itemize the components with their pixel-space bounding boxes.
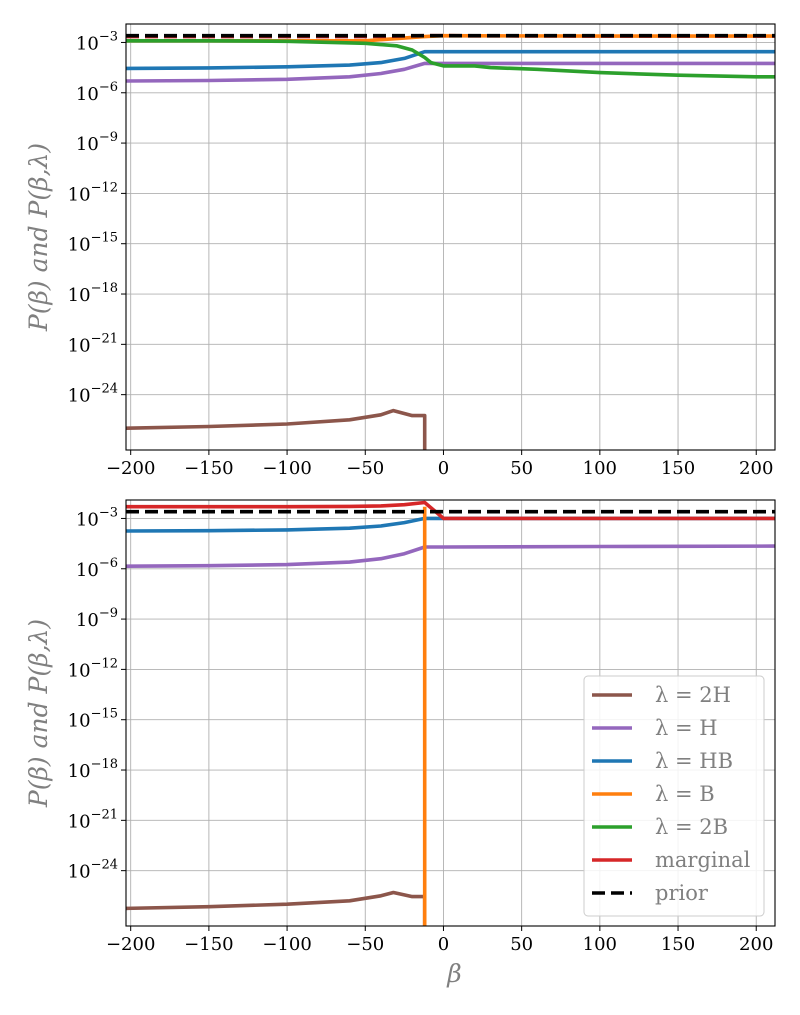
x-tick-label: −150	[184, 934, 233, 955]
series-line--h	[126, 61, 775, 83]
bottom-y-axis-label: P(β) and P(β,λ)	[24, 619, 53, 808]
y-tick-label: 10−18	[68, 281, 118, 306]
legend-label: λ = H	[655, 716, 718, 740]
bottom-series	[126, 500, 775, 926]
series-line--h	[126, 544, 775, 568]
legend-entry: λ = B	[592, 782, 715, 806]
x-tick-label: 0	[438, 934, 449, 955]
legend-entry: λ = HB	[592, 749, 733, 773]
series-line--2h	[126, 408, 427, 450]
x-tick-label: 200	[739, 934, 773, 955]
series-line--2h	[126, 890, 427, 926]
legend-label: λ = HB	[655, 749, 733, 773]
legend-entry: λ = H	[592, 716, 718, 740]
legend-label: prior	[655, 881, 709, 905]
x-tick-label: 100	[583, 458, 617, 479]
legend-entry: λ = 2B	[592, 815, 728, 839]
y-tick-label: 10−3	[76, 29, 118, 54]
series-line-marginal	[126, 500, 775, 521]
top-grid	[126, 24, 775, 450]
x-tick-label: −50	[346, 934, 384, 955]
legend-label: λ = B	[655, 782, 715, 806]
series-line--hb	[126, 49, 775, 71]
legend-label: λ = 2B	[655, 815, 728, 839]
bottom-plot: −200 −150 −100 −50 0 50 100 150 200 10−3 10−6 10−9 1…	[24, 499, 776, 988]
legend-label: marginal	[655, 848, 751, 872]
y-tick-label: 10−21	[68, 331, 118, 356]
legend-entry: marginal	[592, 848, 751, 872]
y-tick-label: 10−24	[68, 858, 118, 883]
x-tick-label: −150	[184, 458, 233, 479]
top-axes-frame	[125, 23, 776, 451]
x-tick-label: −200	[106, 458, 155, 479]
y-tick-label: 10−12	[68, 180, 118, 205]
legend: λ = 2H λ = H λ = HB λ = B λ = 2B marginal prio…	[583, 675, 765, 917]
legend-box	[583, 675, 765, 917]
y-tick-label: 10−18	[68, 757, 118, 782]
y-tick-label: 10−9	[76, 130, 118, 155]
legend-entry: λ = 2H	[592, 683, 731, 707]
bottom-axes-frame	[125, 499, 776, 927]
y-tick-label: 10−9	[76, 606, 118, 631]
y-tick-label: 10−21	[68, 807, 118, 832]
y-tick-label: 10−3	[76, 505, 118, 530]
y-tick-label: 10−24	[68, 382, 118, 407]
x-tick-label: −50	[346, 458, 384, 479]
top-plot: −200 −150 −100 −50 0 50 100 150 200 10−3 10−6 10−9 1…	[24, 23, 776, 479]
x-tick-label: 50	[510, 934, 533, 955]
top-y-axis-label: P(β) and P(β,λ)	[24, 143, 53, 332]
x-tick-label: 0	[438, 458, 449, 479]
bottom-x-axis-label: β	[446, 959, 461, 988]
x-tick-label: −100	[262, 934, 311, 955]
x-tick-label: −100	[262, 458, 311, 479]
y-tick-label: 10−15	[68, 231, 118, 256]
x-tick-label: 150	[661, 934, 695, 955]
y-tick-label: 10−15	[68, 707, 118, 732]
legend-label: λ = 2H	[655, 683, 731, 707]
x-tick-label: 150	[661, 458, 695, 479]
legend-entry: prior	[592, 881, 709, 905]
y-tick-label: 10−12	[68, 656, 118, 681]
x-tick-label: 200	[739, 458, 773, 479]
top-series	[126, 33, 775, 450]
y-tick-label: 10−6	[76, 80, 118, 105]
x-tick-label: 50	[510, 458, 533, 479]
series-line--2b	[126, 38, 775, 79]
x-tick-label: 100	[583, 934, 617, 955]
y-tick-label: 10−6	[76, 556, 118, 581]
x-tick-label: −200	[106, 934, 155, 955]
